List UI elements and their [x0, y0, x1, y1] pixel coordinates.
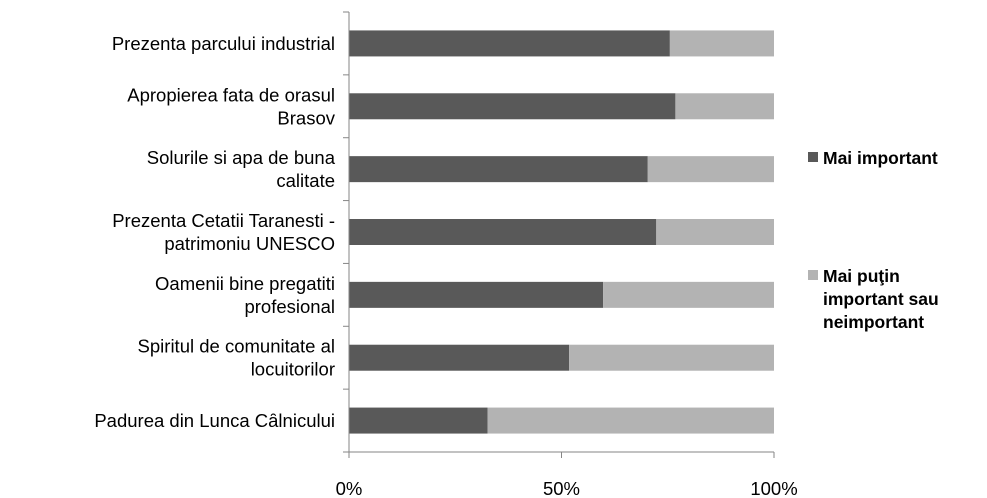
category-label: Padurea din Lunca Cȃlnicului — [94, 410, 335, 431]
bar-less-important-5 — [569, 344, 774, 371]
bars-group — [349, 30, 774, 434]
legend-swatch-important — [808, 152, 818, 162]
bar-less-important-1 — [675, 93, 774, 120]
bar-important-5 — [349, 344, 570, 371]
bar-important-4 — [349, 281, 604, 308]
bar-important-3 — [349, 219, 657, 245]
bar-less-important-4 — [603, 281, 774, 308]
axes-group — [343, 11, 775, 458]
category-label: Oamenii bine pregatiti — [155, 273, 335, 294]
category-label: calitate — [276, 170, 335, 191]
legend-label-less-important: Mai puţin — [823, 266, 900, 286]
x-tick-label: 50% — [543, 478, 580, 498]
category-label: profesional — [244, 296, 335, 317]
category-labels: Prezenta parcului industrial Apropierea f… — [94, 33, 335, 431]
bar-less-important-0 — [669, 30, 774, 57]
category-label: Apropierea fata de orasul — [127, 84, 335, 105]
bar-less-important-2 — [647, 156, 774, 183]
bar-less-important-6 — [487, 407, 774, 434]
bar-important-2 — [349, 156, 648, 183]
category-label: Prezenta parcului industrial — [112, 33, 335, 54]
x-tick-label: 0% — [336, 478, 363, 498]
bar-important-1 — [349, 93, 676, 120]
category-label: Brasov — [277, 107, 335, 128]
legend-label-important: Mai important — [823, 148, 938, 168]
legend-label-less-important: neimportant — [823, 312, 924, 332]
x-tick-labels: 0% 50% 100% — [336, 478, 798, 498]
category-label: Spiritul de comunitate al — [138, 336, 335, 357]
category-label: locuitorilor — [251, 359, 335, 380]
x-tick-label: 100% — [750, 478, 797, 498]
bar-less-important-3 — [656, 219, 774, 245]
category-label: patrimoniu UNESCO — [164, 233, 335, 254]
category-label: Prezenta Cetatii Taranesti - — [112, 210, 335, 231]
bar-important-6 — [349, 407, 488, 434]
bar-important-0 — [349, 30, 670, 57]
legend: Mai important Mai puţin important sau neimp… — [808, 148, 939, 332]
category-label: Solurile si apa de buna — [147, 147, 336, 168]
legend-swatch-less-important — [808, 270, 818, 280]
legend-label-less-important: important sau — [823, 289, 939, 309]
